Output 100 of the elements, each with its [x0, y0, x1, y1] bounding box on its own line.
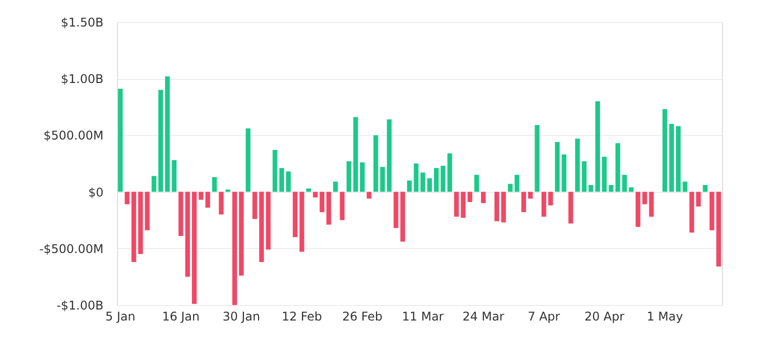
bar: [178, 192, 184, 236]
bar: [508, 184, 513, 192]
bar: [710, 192, 714, 230]
bar: [165, 76, 170, 192]
bar: [205, 192, 210, 208]
bar: [702, 185, 708, 192]
bar: [300, 192, 304, 252]
bar: [514, 174, 520, 192]
bar: [716, 192, 721, 267]
bar: [542, 192, 546, 217]
bar: [682, 182, 688, 192]
bar: [608, 185, 614, 192]
bar: [696, 192, 701, 207]
bar: [689, 192, 694, 233]
bar: [568, 192, 574, 224]
y-tick-label: $1.50B: [60, 16, 104, 30]
bar: [158, 90, 164, 192]
bar: [333, 182, 338, 192]
x-tick-label: 5 Jan: [105, 310, 136, 324]
bar: [353, 117, 358, 192]
bar: [662, 109, 668, 192]
y-tick-label: -$500.00M: [39, 242, 104, 256]
bar: [649, 192, 654, 217]
bar: [447, 153, 452, 192]
bar: [292, 192, 298, 238]
bar: [118, 88, 123, 192]
y-tick-label: -$1.00B: [56, 298, 104, 312]
y-tick-label: $0: [88, 185, 104, 200]
bar: [326, 192, 332, 225]
bar: [386, 119, 392, 192]
bar: [346, 161, 352, 192]
bar: [320, 192, 324, 212]
bar: [138, 192, 143, 254]
bar: [152, 176, 156, 192]
bar: [501, 192, 506, 222]
bar: [481, 192, 486, 204]
bar: [494, 192, 500, 222]
bar: [185, 192, 190, 277]
x-tick-label: 11 Mar: [402, 310, 444, 324]
x-tick-label: 30 Jan: [222, 310, 260, 324]
bar: [588, 185, 594, 192]
bar: [232, 192, 237, 305]
bar: [562, 154, 566, 192]
bar: [279, 168, 284, 192]
bar: [172, 160, 176, 192]
bar: [575, 138, 580, 192]
bar: [259, 192, 264, 262]
x-tick-label: 16 Jan: [162, 310, 200, 324]
bar: [474, 174, 479, 192]
bar: [407, 180, 412, 192]
bar: [366, 192, 372, 199]
bar: [373, 135, 378, 192]
x-tick-label: 7 Apr: [528, 310, 560, 324]
bar: [615, 143, 620, 192]
bar: [360, 162, 365, 192]
bar: [460, 192, 466, 218]
bar: [468, 192, 472, 202]
bar: [434, 168, 439, 192]
x-tick-label: 20 Apr: [584, 310, 624, 324]
bar: [628, 187, 634, 192]
y-tick-label: $500.00M: [44, 128, 104, 143]
bar: [414, 164, 418, 192]
bar: [394, 192, 398, 228]
bar: [582, 161, 587, 192]
bar: [312, 192, 318, 198]
x-tick-label: 1 May: [646, 310, 683, 324]
bar: [306, 188, 311, 192]
bar: [454, 192, 459, 217]
bar: [602, 156, 607, 192]
x-tick-label: 26 Feb: [342, 310, 383, 324]
bar: [521, 192, 526, 212]
bar: [669, 124, 674, 192]
bar: [380, 166, 385, 192]
bar: [534, 125, 540, 192]
x-tick-label: 12 Feb: [282, 310, 322, 324]
bar: [286, 171, 291, 192]
x-tick-label: 24 Mar: [462, 310, 504, 324]
bar: [528, 192, 533, 199]
bar: [266, 192, 271, 250]
bar: [192, 192, 197, 304]
bar: [676, 126, 681, 192]
bar: [218, 192, 224, 214]
bar: [272, 150, 278, 192]
bar: [420, 172, 426, 192]
bar: [252, 192, 258, 219]
bar: [239, 192, 244, 276]
bar: [340, 192, 345, 220]
bar: [636, 192, 640, 227]
bar: [131, 192, 136, 262]
bar: [554, 142, 560, 192]
bar: [198, 192, 204, 200]
bar: [124, 192, 130, 204]
bar: [212, 177, 217, 192]
bar: [440, 166, 446, 192]
bar: [144, 192, 150, 230]
y-tick-label: $1.00B: [60, 72, 104, 86]
bar: [427, 178, 432, 192]
bar: [400, 192, 406, 242]
bar: [622, 174, 627, 192]
bar: [246, 128, 250, 192]
